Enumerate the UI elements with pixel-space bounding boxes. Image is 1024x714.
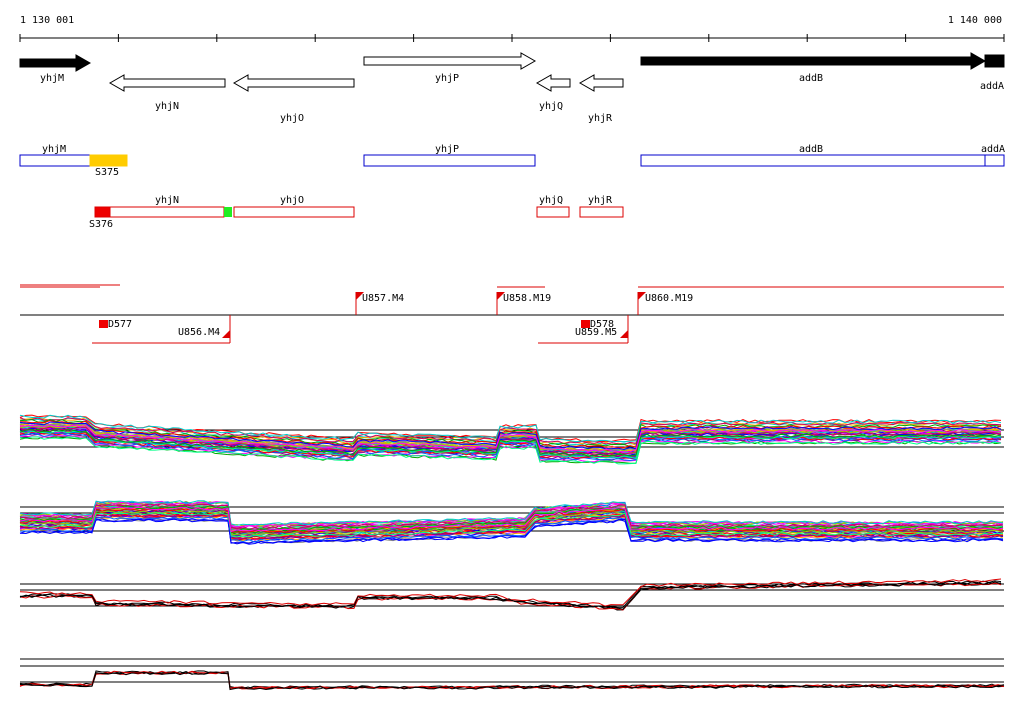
- gene-label: yhjQ: [539, 101, 563, 112]
- transcript-flag: [497, 292, 505, 300]
- operon-label: yhjR: [588, 195, 613, 206]
- gene-arrow: [19, 54, 92, 72]
- track-profile: [19, 420, 1002, 449]
- operon-label: yhjO: [280, 195, 304, 206]
- track-profile: [19, 421, 1002, 451]
- annotation-label: S375: [95, 167, 119, 178]
- track-profile: [19, 430, 1002, 460]
- track-profile: [19, 518, 1004, 545]
- transcript-start: [581, 320, 590, 328]
- track-profile: [19, 503, 1004, 531]
- annotation-box: [640, 154, 986, 167]
- track-profile: [19, 512, 1004, 538]
- gene-arrow: [108, 74, 226, 92]
- annotation-label: yhjM: [42, 144, 66, 155]
- transcript-label: U860.M19: [645, 293, 693, 304]
- gene-arrow: [363, 52, 537, 70]
- track-profile: [19, 436, 1002, 465]
- gene-label: yhjR: [588, 113, 613, 124]
- track-profile: [19, 426, 1002, 455]
- track-profile: [19, 580, 1002, 608]
- transcript-flag: [356, 292, 364, 300]
- gene-label: yhjP: [435, 73, 459, 84]
- operon-box: [94, 206, 111, 218]
- track-profile: [19, 581, 1002, 610]
- annotation-box: [89, 154, 128, 167]
- transcript-flag: [222, 330, 230, 338]
- annotation-label: addB: [799, 144, 823, 155]
- operon-box: [536, 206, 570, 218]
- operon-box: [109, 206, 225, 218]
- annotation-box: [19, 154, 91, 167]
- gene-arrow: [640, 52, 987, 70]
- gene-arrow: [535, 74, 571, 92]
- track-profile: [19, 506, 1004, 533]
- transcript-label: U857.M4: [362, 293, 404, 304]
- gene-label: addB: [799, 73, 823, 84]
- operon-label: yhjQ: [539, 195, 563, 206]
- track-profile: [19, 417, 1002, 445]
- track-profile: [19, 414, 1002, 443]
- gene-arrow: [578, 74, 624, 92]
- operon-marker: [224, 207, 232, 217]
- transcript-label: D577: [108, 319, 132, 330]
- transcript-flag: [638, 292, 646, 300]
- gene-label: yhjO: [280, 113, 304, 124]
- annotation-box: [984, 154, 1005, 167]
- operon-box: [579, 206, 624, 218]
- track-profile: [19, 578, 1002, 607]
- operon-box: [233, 206, 355, 218]
- ruler-start: 1 130 001: [20, 15, 74, 26]
- track-profile: [19, 428, 1002, 457]
- track-profile: [19, 500, 1004, 526]
- track-profile: [19, 507, 1004, 533]
- annotation-label: addA: [981, 144, 1005, 155]
- transcript-label: D578: [590, 319, 614, 330]
- operon-label: yhjN: [155, 195, 179, 206]
- gene-arrow: [984, 54, 1005, 68]
- track-profile: [19, 516, 1004, 543]
- transcript-label: U856.M4: [178, 327, 220, 338]
- transcript-flag: [620, 330, 628, 338]
- annotation-label: yhjP: [435, 144, 459, 155]
- transcript-label: U858.M19: [503, 293, 551, 304]
- gene-label: yhjN: [155, 101, 179, 112]
- transcript-start: [99, 320, 108, 328]
- annotation-box: [363, 154, 536, 167]
- ruler-end: 1 140 000: [948, 15, 1002, 26]
- gene-label: addA: [980, 81, 1004, 92]
- operon-label: S376: [89, 219, 113, 230]
- gene-arrow: [232, 74, 355, 92]
- track-profile: [19, 424, 1002, 453]
- track-profile: [19, 671, 1005, 691]
- gene-label: yhjM: [40, 73, 64, 84]
- transcript-label: U859.M5: [575, 327, 617, 338]
- track-profile: [20, 512, 1004, 539]
